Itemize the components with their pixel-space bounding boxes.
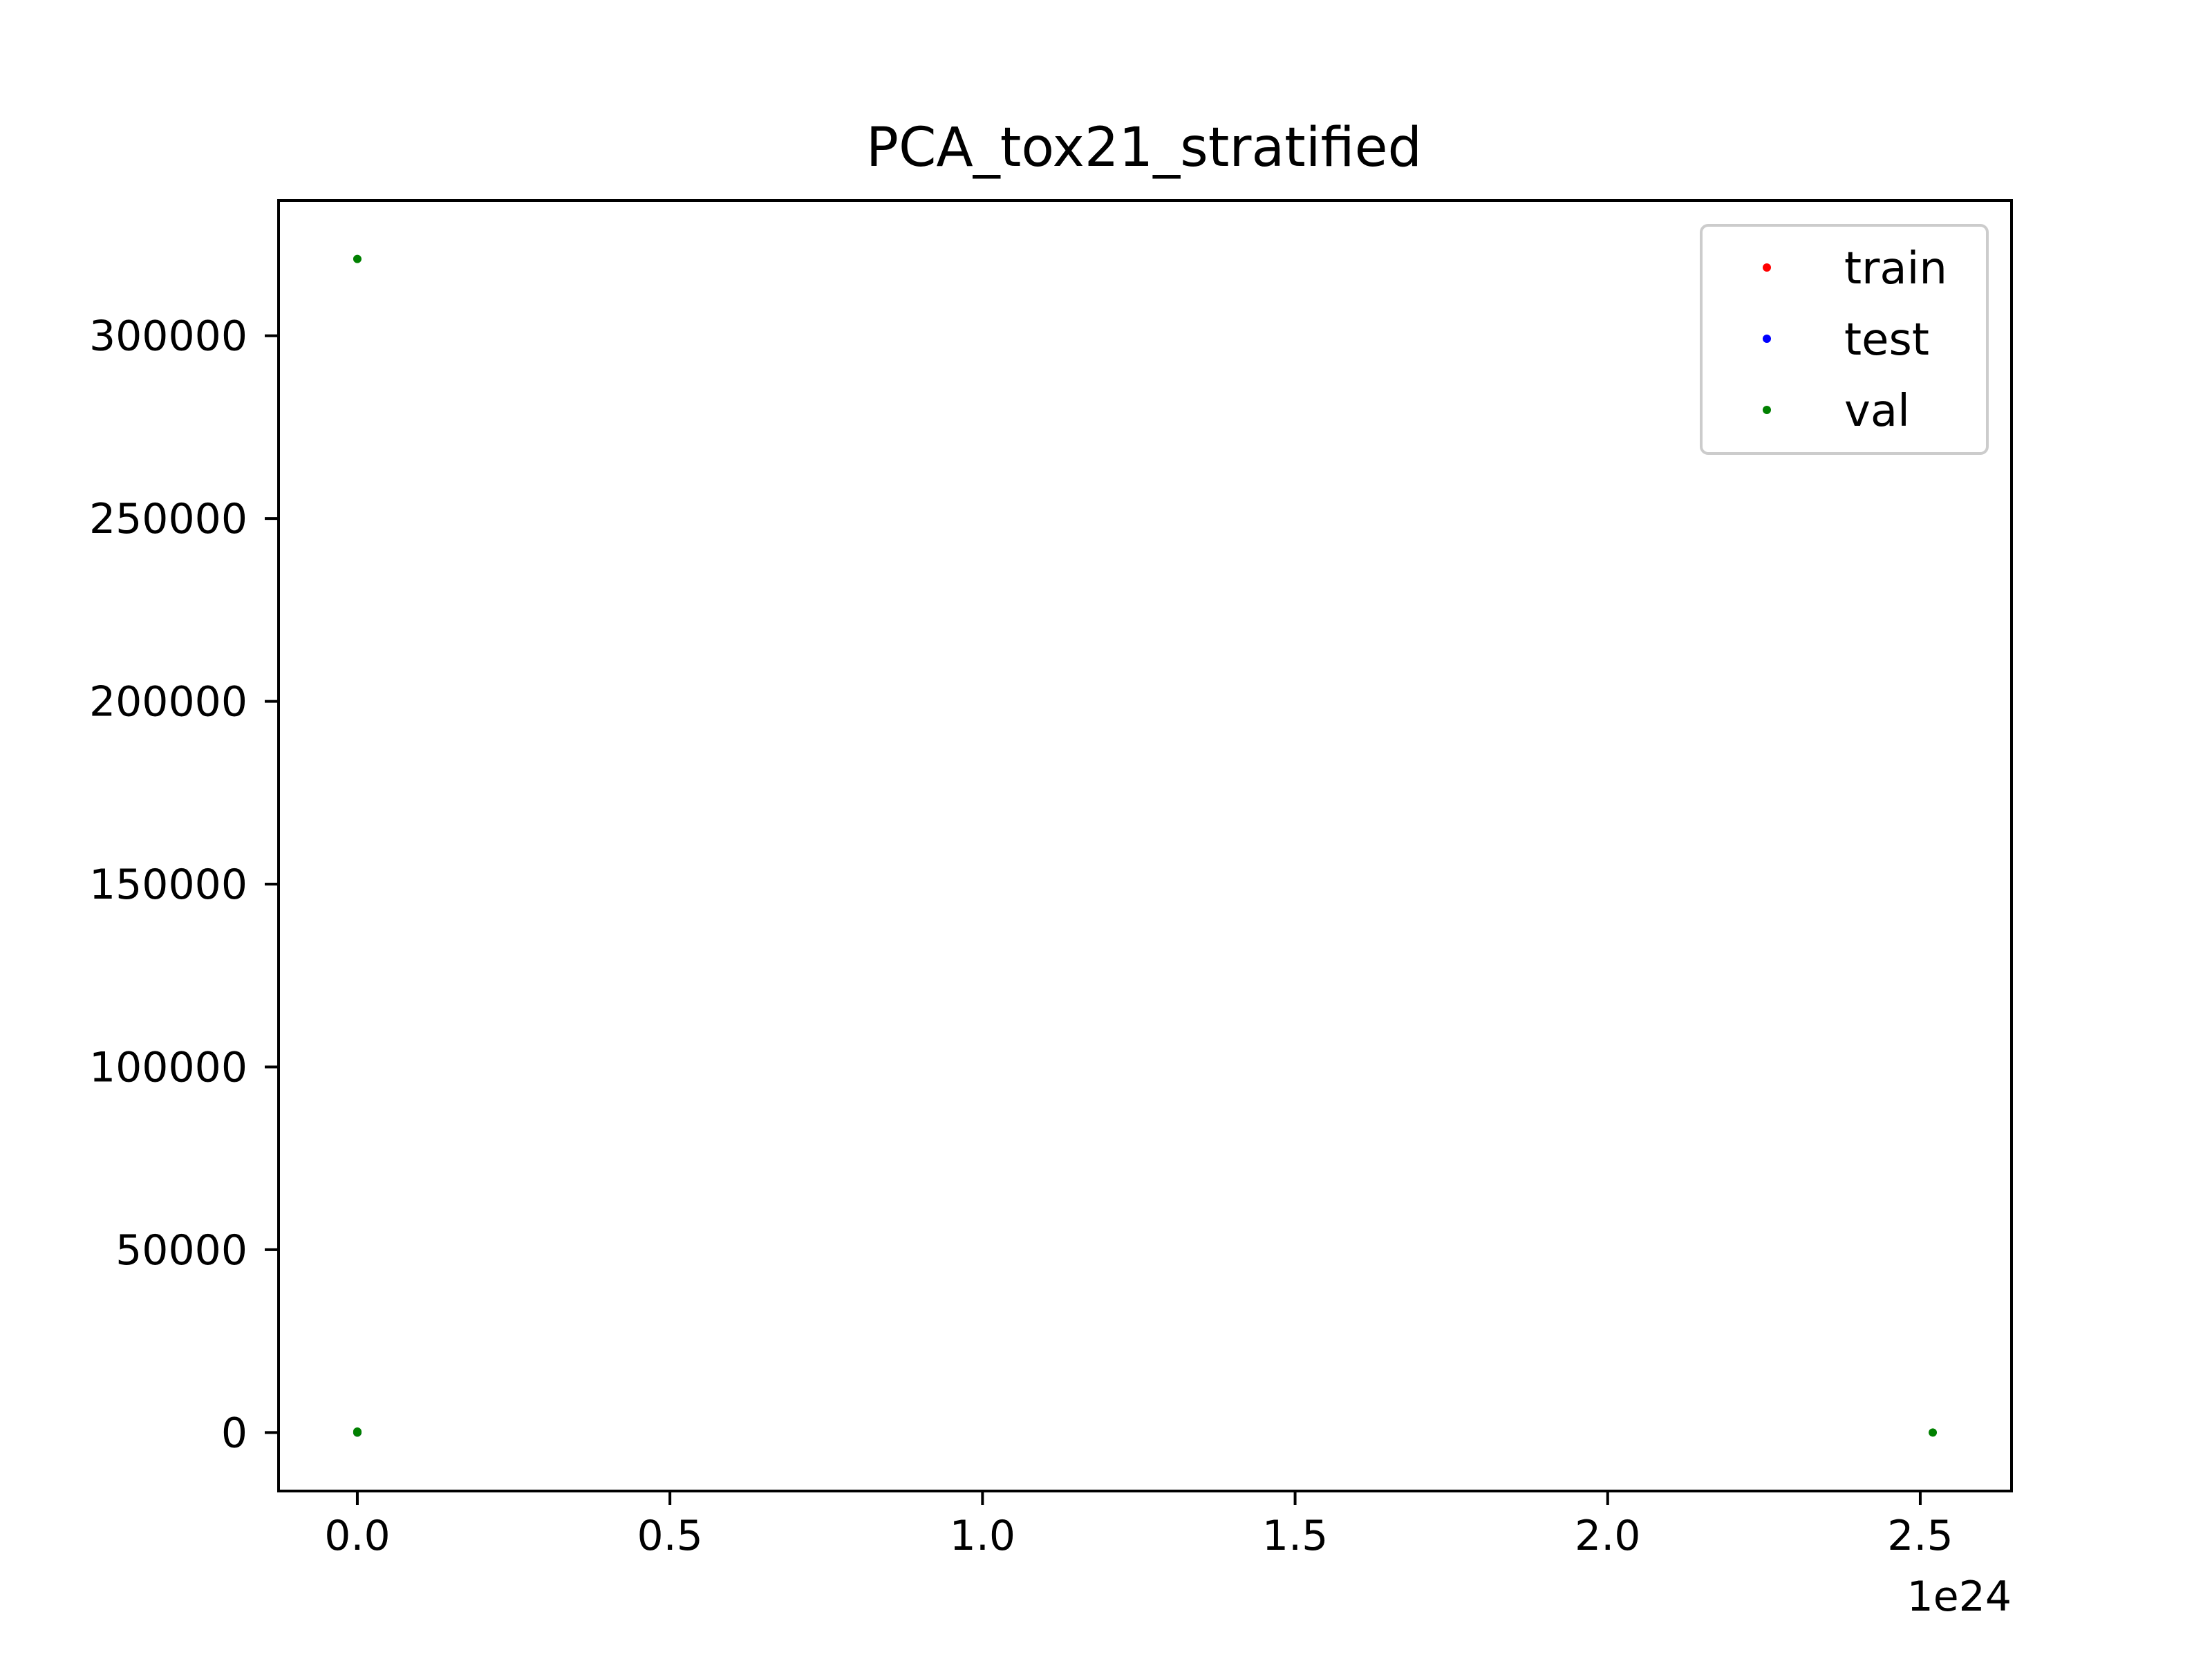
legend-marker-test (1763, 335, 1771, 343)
y-tick-label: 250000 (89, 495, 247, 543)
plot-frame (277, 199, 2013, 1492)
x-tick-label: 2.0 (1575, 1512, 1640, 1560)
data-points (353, 254, 1938, 1437)
x-tick-label: 1.0 (950, 1512, 1015, 1560)
y-tick-label: 50000 (115, 1226, 247, 1275)
data-point-val (1929, 1428, 1938, 1437)
x-tick-label: 0.5 (637, 1512, 702, 1560)
x-tick-label: 1.5 (1262, 1512, 1328, 1560)
x-tick-label: 0.0 (324, 1512, 390, 1560)
legend-marker-val (1763, 406, 1771, 414)
legend: train test val (1700, 224, 1989, 455)
legend-label-train: train (1844, 243, 1947, 294)
data-point-val (353, 1427, 362, 1436)
y-tick-label: 100000 (89, 1043, 247, 1091)
legend-box (1700, 224, 1989, 455)
y-tick-label: 0 (221, 1409, 247, 1457)
chart-title: PCA_tox21_stratified (866, 117, 1422, 179)
data-point-val (353, 254, 362, 263)
y-tick-label: 200000 (89, 678, 247, 727)
y-axis-ticks: 0 50000 100000 150000 200000 250000 300000 (89, 312, 279, 1457)
y-tick-label: 300000 (89, 312, 247, 361)
x-axis-offset-label: 1e24 (1907, 1573, 2012, 1621)
legend-label-val: val (1844, 386, 1910, 437)
legend-label-test: test (1844, 315, 1929, 366)
x-axis-ticks: 0.0 0.5 1.0 1.5 2.0 2.5 (324, 1491, 1953, 1560)
y-tick-label: 150000 (89, 861, 247, 909)
legend-marker-train (1763, 263, 1771, 272)
x-tick-label: 2.5 (1887, 1512, 1953, 1560)
